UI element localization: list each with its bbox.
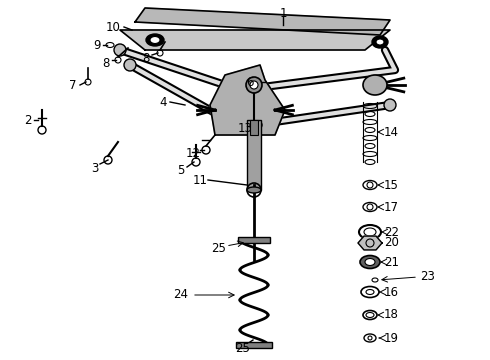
Circle shape	[246, 77, 262, 93]
Text: 25: 25	[235, 342, 250, 355]
Text: 6: 6	[246, 76, 254, 89]
Text: 19: 19	[384, 332, 399, 345]
Text: 15: 15	[384, 179, 399, 192]
Text: 20: 20	[384, 237, 399, 249]
Circle shape	[234, 121, 246, 133]
Text: 8: 8	[102, 57, 110, 69]
Text: 16: 16	[384, 285, 399, 298]
Ellipse shape	[365, 258, 375, 266]
Circle shape	[384, 99, 396, 111]
Text: 10: 10	[105, 21, 121, 33]
Bar	[250, 120, 258, 135]
Text: 14: 14	[384, 126, 399, 139]
Ellipse shape	[363, 75, 387, 95]
Text: 7: 7	[69, 78, 77, 91]
Text: 13: 13	[238, 122, 252, 135]
Polygon shape	[120, 30, 390, 50]
Circle shape	[124, 59, 136, 71]
Text: 8: 8	[142, 51, 149, 64]
Bar	[247, 120, 261, 190]
Text: 5: 5	[177, 163, 185, 176]
Polygon shape	[135, 8, 390, 35]
Ellipse shape	[150, 36, 160, 44]
Text: 21: 21	[384, 256, 399, 269]
Text: 4: 4	[159, 95, 167, 108]
Text: 22: 22	[384, 225, 399, 239]
Ellipse shape	[360, 256, 380, 269]
Text: 9: 9	[93, 39, 101, 51]
Polygon shape	[358, 236, 382, 250]
Bar	[238, 237, 270, 243]
Text: 11: 11	[193, 174, 207, 186]
Polygon shape	[210, 65, 285, 135]
Text: 3: 3	[91, 162, 98, 175]
Ellipse shape	[376, 39, 384, 45]
Text: 23: 23	[420, 270, 435, 284]
Ellipse shape	[372, 36, 388, 48]
Circle shape	[250, 81, 258, 89]
Text: 25: 25	[211, 242, 226, 255]
Text: 17: 17	[384, 201, 399, 213]
Ellipse shape	[247, 187, 261, 193]
Text: 1: 1	[279, 6, 287, 19]
Text: 24: 24	[173, 288, 188, 302]
Ellipse shape	[146, 34, 164, 46]
Bar	[236, 342, 272, 348]
Text: 12: 12	[186, 147, 200, 159]
Circle shape	[114, 44, 126, 56]
Text: 18: 18	[384, 309, 399, 321]
Text: 2: 2	[24, 113, 32, 126]
